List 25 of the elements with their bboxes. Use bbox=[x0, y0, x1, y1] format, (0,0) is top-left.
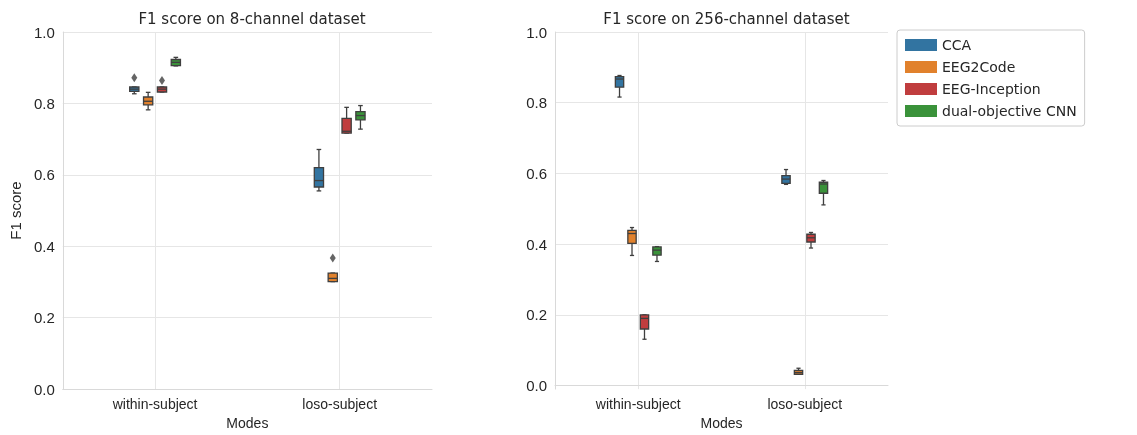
y-tick-label: 0.8 bbox=[33, 94, 55, 112]
x-tick-label: within-subject bbox=[111, 396, 198, 413]
x-tick-label: loso-subject bbox=[302, 396, 378, 413]
y-tick-label: 0.6 bbox=[33, 166, 55, 184]
chart-title: F1 score on 8-channel dataset bbox=[138, 9, 366, 28]
x-tick-label: within-subject bbox=[594, 396, 681, 413]
y-tick-label: 0.8 bbox=[526, 94, 547, 112]
y-tick-label: 0.2 bbox=[33, 309, 55, 327]
chart-title: F1 score on 256-channel dataset bbox=[603, 9, 850, 28]
y-tick-label: 1.0 bbox=[526, 23, 547, 41]
y-axis-title: F1 score bbox=[7, 181, 24, 240]
y-tick-label: 1.0 bbox=[33, 23, 55, 41]
y-tick-label: 0.4 bbox=[526, 235, 547, 253]
y-tick-label: 0.0 bbox=[526, 377, 547, 395]
legend-label: EEG-Inception bbox=[942, 81, 1041, 97]
x-axis-title: Modes bbox=[226, 415, 269, 431]
y-tick-label: 0.2 bbox=[526, 306, 547, 324]
y-tick-label: 0.4 bbox=[33, 237, 55, 255]
x-axis-title: Modes bbox=[700, 415, 743, 431]
legend-label: CCA bbox=[942, 37, 972, 53]
y-tick-label: 0.6 bbox=[526, 164, 547, 182]
legend-label: EEG2Code bbox=[942, 59, 1016, 75]
x-tick-label: loso-subject bbox=[767, 396, 843, 413]
legend-label: dual-objective CNN bbox=[942, 103, 1077, 119]
y-tick-label: 0.0 bbox=[33, 380, 55, 398]
